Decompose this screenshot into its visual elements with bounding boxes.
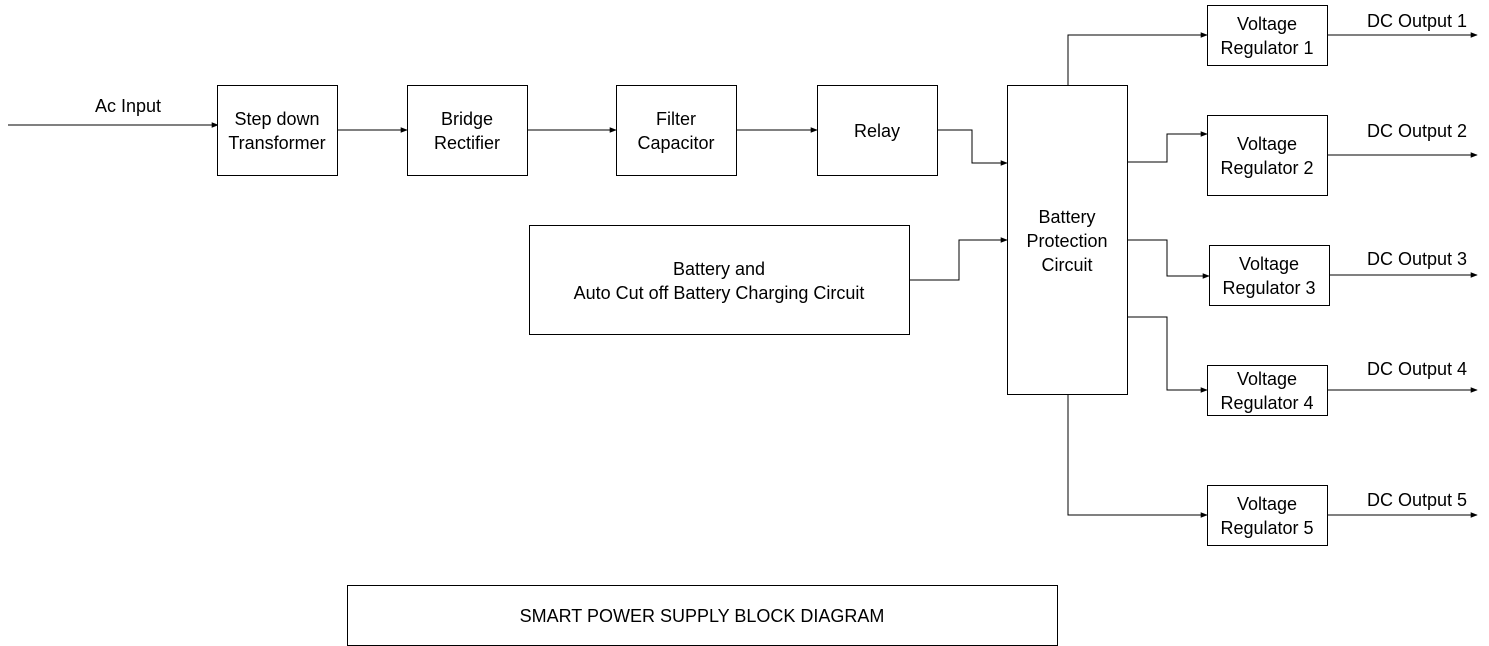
voltage-regulator-1-block: Voltage Regulator 1 [1207, 5, 1328, 66]
battery-charging-block: Battery and Auto Cut off Battery Chargin… [529, 225, 910, 335]
battery-protection-line-2: Protection [1026, 231, 1107, 251]
voltage-regulator-4-block: Voltage Regulator 4 [1207, 365, 1328, 416]
relay-block: Relay [817, 85, 938, 176]
voltage-regulator-3-line-1: Voltage [1239, 254, 1299, 274]
filter-capacitor-line-1: Filter [656, 109, 696, 129]
relay-label: Relay [854, 121, 900, 141]
voltage-regulator-5-line-1: Voltage [1237, 494, 1297, 514]
connectors [8, 32, 1478, 518]
voltage-regulator-1-line-1: Voltage [1237, 14, 1297, 34]
voltage-regulator-3-line-2: Regulator 3 [1222, 278, 1315, 298]
charging-to-protection-arrow [910, 237, 1008, 281]
dc-output-5-label: DC Output 5 [1367, 490, 1467, 510]
step-down-transformer-line-2: Transformer [228, 133, 325, 153]
filter-capacitor-block: Filter Capacitor [616, 85, 737, 176]
diagram-title: SMART POWER SUPPLY BLOCK DIAGRAM [520, 606, 885, 626]
battery-charging-line-2: Auto Cut off Battery Charging Circuit [574, 283, 865, 303]
voltage-regulator-5-block: Voltage Regulator 5 [1207, 485, 1328, 546]
ac-input-label: Ac Input [95, 96, 161, 116]
protection-to-regulator-2-arrow [1128, 131, 1208, 163]
voltage-regulator-4-line-2: Regulator 4 [1220, 393, 1313, 413]
voltage-regulator-2-line-1: Voltage [1237, 134, 1297, 154]
filter-capacitor-line-2: Capacitor [637, 133, 714, 153]
voltage-regulator-4-line-1: Voltage [1237, 369, 1297, 389]
bridge-rectifier-block: Bridge Rectifier [407, 85, 528, 176]
voltage-regulator-3-block: Voltage Regulator 3 [1209, 245, 1330, 306]
voltage-regulator-2-line-2: Regulator 2 [1220, 158, 1313, 178]
step-down-transformer-block: Step down Transformer [217, 85, 338, 176]
dc-output-1-label: DC Output 1 [1367, 11, 1467, 31]
battery-charging-line-1: Battery and [673, 259, 765, 279]
bridge-rectifier-line-1: Bridge [441, 109, 493, 129]
diagram-title-box: SMART POWER SUPPLY BLOCK DIAGRAM [347, 585, 1058, 646]
protection-to-regulator-1-arrow [1067, 32, 1208, 85]
voltage-regulator-5-line-2: Regulator 5 [1220, 518, 1313, 538]
battery-protection-line-3: Circuit [1041, 255, 1092, 275]
voltage-regulator-1-line-2: Regulator 1 [1220, 38, 1313, 58]
dc-output-4-label: DC Output 4 [1367, 359, 1467, 379]
relay-to-protection-arrow [938, 129, 1008, 166]
protection-to-regulator-4-arrow [1128, 316, 1208, 393]
bridge-rectifier-line-2: Rectifier [434, 133, 500, 153]
battery-protection-block: Battery Protection Circuit [1007, 85, 1128, 395]
protection-to-regulator-3-arrow [1128, 239, 1210, 279]
voltage-regulator-2-block: Voltage Regulator 2 [1207, 115, 1328, 196]
battery-protection-line-1: Battery [1038, 207, 1095, 227]
dc-output-3-label: DC Output 3 [1367, 249, 1467, 269]
protection-to-regulator-5-arrow [1067, 395, 1208, 518]
dc-output-2-label: DC Output 2 [1367, 121, 1467, 141]
step-down-transformer-line-1: Step down [234, 109, 319, 129]
